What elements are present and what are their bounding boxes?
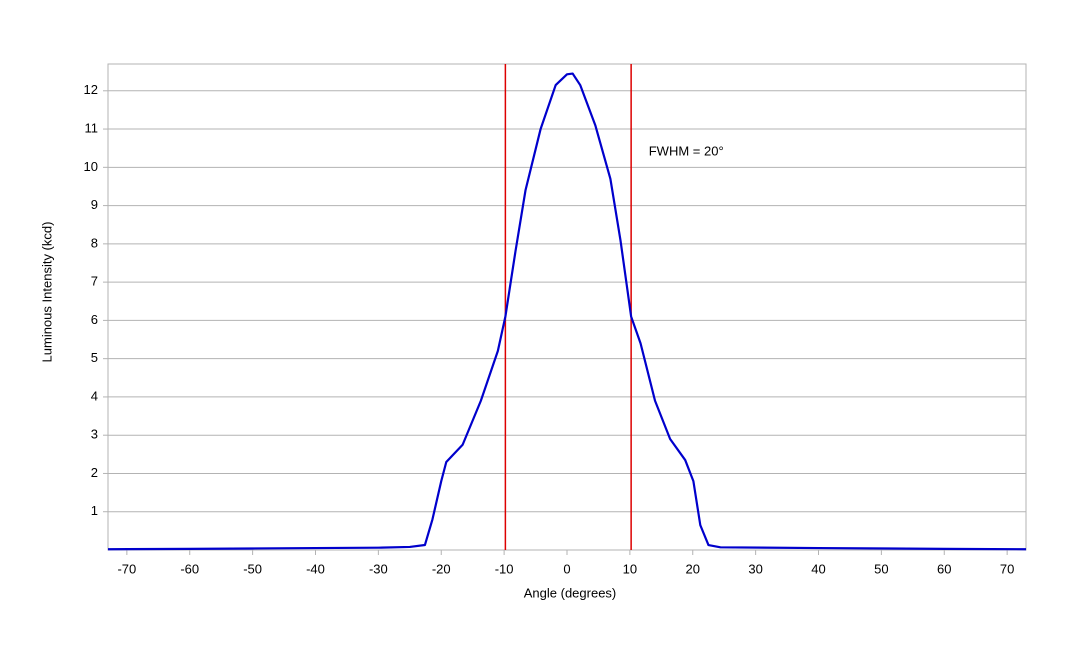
y-tick-label: 10 bbox=[84, 159, 98, 174]
x-tick-label: 30 bbox=[748, 561, 762, 576]
x-tick-label: -70 bbox=[117, 561, 136, 576]
y-tick-label: 5 bbox=[91, 350, 98, 365]
x-tick-label: 50 bbox=[874, 561, 888, 576]
y-axis-label: Luminous Intensity (kcd) bbox=[39, 222, 54, 363]
y-tick-label: 3 bbox=[91, 427, 98, 442]
x-tick-label: 20 bbox=[686, 561, 700, 576]
y-tick-label: 6 bbox=[91, 312, 98, 327]
y-tick-label: 2 bbox=[91, 465, 98, 480]
x-tick-label: -30 bbox=[369, 561, 388, 576]
x-axis-label: Angle (degrees) bbox=[524, 585, 617, 600]
y-tick-label: 9 bbox=[91, 197, 98, 212]
x-tick-label: 60 bbox=[937, 561, 951, 576]
x-tick-label: 10 bbox=[623, 561, 637, 576]
x-tick-label: 40 bbox=[811, 561, 825, 576]
x-tick-label: -20 bbox=[432, 561, 451, 576]
x-tick-label: 0 bbox=[563, 561, 570, 576]
x-tick-label: 70 bbox=[1000, 561, 1014, 576]
x-tick-label: -50 bbox=[243, 561, 262, 576]
x-tick-label: -60 bbox=[180, 561, 199, 576]
plot-area bbox=[107, 63, 1027, 551]
annotation: FWHM = 20° bbox=[649, 143, 724, 158]
y-tick-label: 8 bbox=[91, 235, 98, 250]
y-tick-label: 4 bbox=[91, 388, 98, 403]
y-tick-label: 1 bbox=[91, 503, 98, 518]
x-tick-label: -40 bbox=[306, 561, 325, 576]
y-tick-label: 11 bbox=[85, 120, 99, 135]
data-line bbox=[107, 72, 1027, 551]
y-tick-label: 12 bbox=[84, 82, 98, 97]
x-tick-label: -10 bbox=[495, 561, 514, 576]
y-tick-label: 7 bbox=[91, 274, 98, 289]
